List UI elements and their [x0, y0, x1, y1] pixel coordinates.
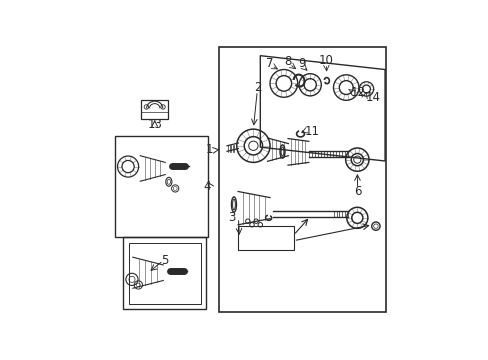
Text: 1: 1 [205, 143, 213, 157]
Bar [128, 243, 200, 304]
Text: 6: 6 [353, 185, 361, 198]
Text: 7: 7 [266, 57, 273, 69]
Text: 14: 14 [365, 91, 380, 104]
Text: 13: 13 [147, 118, 162, 131]
Bar [238, 226, 293, 250]
Text: 4: 4 [203, 180, 210, 193]
Bar [123, 237, 206, 309]
Text: 8: 8 [284, 55, 291, 68]
Text: 12: 12 [350, 86, 365, 99]
Bar [218, 48, 386, 312]
Text: 3: 3 [228, 211, 235, 224]
Text: 11: 11 [304, 125, 319, 138]
Text: 10: 10 [318, 54, 333, 67]
Text: 5: 5 [161, 254, 168, 267]
Bar [115, 136, 207, 237]
Text: 9: 9 [298, 58, 305, 71]
Text: 2: 2 [253, 81, 261, 94]
